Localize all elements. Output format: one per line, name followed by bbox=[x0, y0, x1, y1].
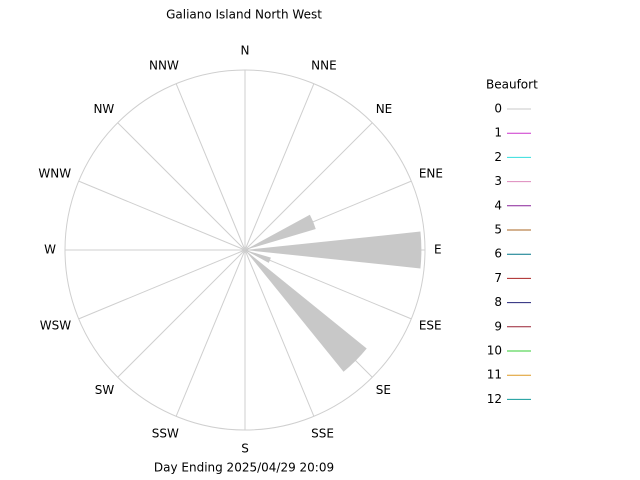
legend-title: Beaufort bbox=[486, 78, 538, 92]
spoke bbox=[175, 249, 246, 417]
chart-title: Galiano Island North West bbox=[166, 8, 322, 22]
direction-label: E bbox=[434, 243, 442, 257]
direction-label: WSW bbox=[40, 319, 71, 333]
wedge bbox=[245, 214, 316, 250]
direction-label: SW bbox=[95, 383, 115, 397]
legend-label: 5 bbox=[494, 223, 502, 237]
wedge bbox=[245, 250, 271, 263]
direction-label: N bbox=[241, 44, 250, 58]
spoke bbox=[117, 122, 246, 251]
direction-label: SSE bbox=[311, 426, 334, 440]
legend-label: 12 bbox=[487, 392, 502, 406]
legend-label: 4 bbox=[494, 198, 502, 212]
spoke bbox=[175, 83, 246, 251]
direction-label: W bbox=[44, 243, 56, 257]
spoke bbox=[117, 249, 246, 378]
spoke bbox=[244, 122, 373, 251]
legend-label: 2 bbox=[494, 150, 502, 164]
direction-label: NE bbox=[376, 102, 393, 116]
legend-label: 11 bbox=[487, 368, 502, 382]
wedge bbox=[245, 250, 367, 372]
spoke bbox=[78, 249, 246, 320]
direction-label: SSW bbox=[152, 426, 179, 440]
direction-label: S bbox=[241, 442, 249, 456]
legend-label: 8 bbox=[494, 295, 502, 309]
legend-label: 3 bbox=[494, 174, 502, 188]
direction-label: NNE bbox=[311, 59, 337, 73]
legend-label: 10 bbox=[487, 344, 502, 358]
wedge bbox=[245, 231, 422, 269]
direction-label: NNW bbox=[149, 59, 179, 73]
spoke bbox=[78, 180, 246, 251]
spoke bbox=[244, 83, 315, 251]
direction-label: ESE bbox=[419, 319, 442, 333]
chart-footer: Day Ending 2025/04/29 20:09 bbox=[154, 461, 334, 475]
legend-label: 9 bbox=[494, 319, 502, 333]
direction-label: SE bbox=[376, 383, 391, 397]
direction-label: WNW bbox=[38, 166, 71, 180]
direction-label: NW bbox=[93, 102, 114, 116]
legend-label: 6 bbox=[494, 247, 502, 261]
direction-label: ENE bbox=[419, 166, 443, 180]
legend-label: 0 bbox=[494, 102, 502, 116]
spoke bbox=[244, 249, 412, 320]
legend-label: 7 bbox=[494, 271, 502, 285]
spoke bbox=[244, 249, 315, 417]
legend-label: 1 bbox=[494, 126, 502, 140]
